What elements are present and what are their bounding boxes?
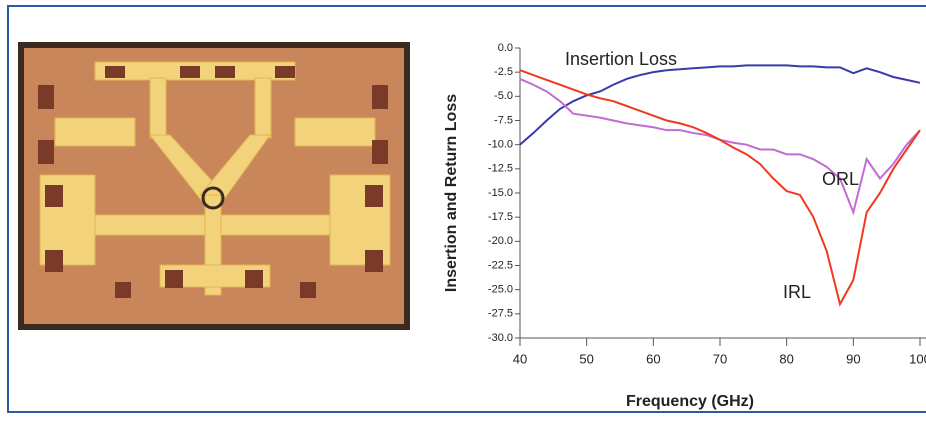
trace	[55, 118, 135, 146]
y-tick-label: -17.5	[488, 211, 513, 223]
pad	[300, 282, 316, 298]
trace	[295, 118, 375, 146]
y-tick-label: -2.5	[494, 66, 513, 78]
y-tick-label: -15.0	[488, 187, 513, 199]
trace	[150, 78, 166, 138]
figure: 0.0 -2.5 -5.0 -7.5 -10.0 -12.5 -15.0 -17.5 -20.0…	[0, 0, 926, 420]
y-tick-label: -25.0	[488, 284, 513, 296]
y-axis-label: Insertion and Return Loss	[443, 94, 460, 292]
y-tick-label: 0.0	[498, 42, 513, 54]
y-tick-label: -12.5	[488, 163, 513, 175]
pad	[45, 250, 63, 272]
x-tick-label: 70	[713, 351, 727, 366]
pad	[115, 282, 131, 298]
pad	[372, 140, 388, 164]
pad	[365, 250, 383, 272]
pad	[275, 66, 295, 78]
chip-photo	[18, 42, 410, 330]
annotation: ORL	[822, 169, 859, 189]
x-axis-label: Frequency (GHz)	[626, 393, 754, 410]
y-tick-label: -22.5	[488, 259, 513, 271]
pad	[180, 66, 200, 78]
pad	[165, 270, 183, 288]
x-tick-label: 60	[646, 351, 660, 366]
pad	[372, 85, 388, 109]
pad	[365, 185, 383, 207]
pad	[45, 185, 63, 207]
pad	[245, 270, 263, 288]
y-tick-label: -5.0	[494, 90, 513, 102]
y-tick-label: -7.5	[494, 114, 513, 126]
page: {"chart_data": {"type": "line", "x_label…	[0, 0, 926, 420]
pad	[105, 66, 125, 78]
trace	[255, 78, 271, 138]
y-tick-label: -27.5	[488, 308, 513, 320]
annotation: IRL	[783, 282, 811, 302]
x-tick-label: 100	[909, 351, 926, 366]
y-tick-label: -20.0	[488, 235, 513, 247]
x-tick-label: 40	[513, 351, 527, 366]
x-tick-label: 80	[779, 351, 793, 366]
x-tick-label: 90	[846, 351, 860, 366]
y-tick-label: -30.0	[488, 332, 513, 344]
y-tick-label: -10.0	[488, 139, 513, 151]
x-tick-label: 50	[579, 351, 593, 366]
pad	[38, 85, 54, 109]
pad	[38, 140, 54, 164]
pad	[215, 66, 235, 78]
annotation: Insertion Loss	[565, 49, 677, 69]
